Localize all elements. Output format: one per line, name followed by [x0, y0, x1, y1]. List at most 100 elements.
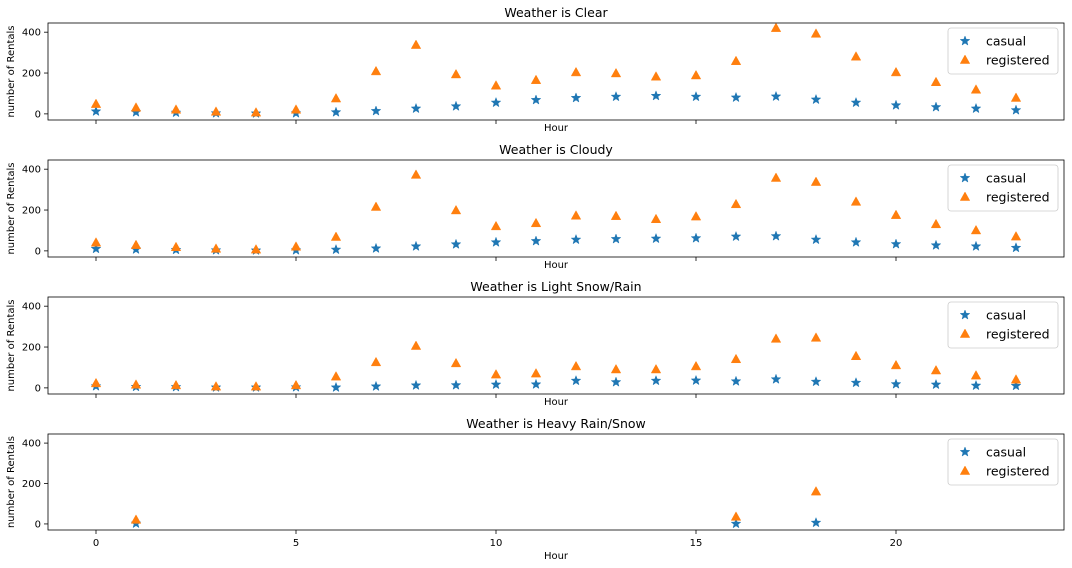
registered-point: [690, 211, 702, 221]
axes-frame: [47, 159, 1065, 258]
casual-point: [610, 376, 622, 387]
registered-point: [650, 71, 662, 81]
casual-point: [570, 92, 582, 103]
casual-point: [970, 240, 982, 252]
registered-point: [210, 106, 222, 116]
casual-point: [770, 230, 782, 241]
casual-point: [450, 238, 462, 249]
casual-point: [610, 233, 622, 244]
legend-registered-label: registered: [986, 464, 1050, 479]
registered-point: [770, 172, 782, 182]
casual-point: [810, 233, 822, 245]
registered-point: [810, 332, 822, 342]
registered-point: [490, 369, 502, 379]
axes-frame: [47, 296, 1065, 395]
casual-point: [490, 378, 502, 390]
y-tick-label: 0: [35, 519, 41, 530]
legend-registered-marker: [959, 191, 971, 201]
casual-point: [890, 238, 902, 249]
casual-point: [530, 94, 542, 105]
casual-point: [730, 91, 742, 103]
y-tick-label: 200: [22, 206, 41, 217]
casual-point: [810, 376, 822, 387]
chart-title: Weather is Light Snow/Rain: [470, 279, 641, 294]
y-axis-label: number of Rentals: [6, 436, 17, 528]
registered-point: [690, 360, 702, 371]
registered-point: [730, 198, 742, 209]
x-axis-label: Hour: [544, 551, 569, 562]
registered-point: [890, 359, 902, 370]
axes-frame: [47, 433, 1065, 531]
registered-point: [90, 377, 102, 388]
legend-casual-marker: [959, 309, 971, 320]
casual-point: [770, 90, 782, 102]
casual-point: [330, 106, 342, 117]
subplot-1: Weather is Clear 0 200 400 Hour number of Ren…: [6, 5, 1065, 134]
y-tick-label: 200: [22, 343, 41, 354]
casual-point: [890, 378, 902, 389]
registered-point: [570, 210, 582, 220]
registered-point: [130, 239, 142, 249]
legend-registered-label: registered: [986, 53, 1050, 68]
casual-point: [890, 99, 902, 110]
registered-point: [530, 217, 542, 228]
casual-point: [970, 379, 982, 391]
legend-casual-marker: [959, 446, 971, 457]
y-tick-label: 400: [22, 439, 41, 450]
registered-point: [570, 360, 582, 371]
y-tick-label: 200: [22, 69, 41, 80]
casual-point: [490, 96, 502, 108]
legend-casual-marker: [959, 172, 971, 183]
legend: casual registered: [947, 164, 1059, 212]
x-axis-label: Hour: [544, 260, 569, 271]
chart-title: Weather is Clear: [504, 5, 608, 20]
casual-point: [850, 236, 862, 247]
legend: casual registered: [947, 438, 1059, 486]
legend-casual-label: casual: [986, 445, 1026, 460]
legend-registered-marker: [959, 465, 971, 475]
casual-point: [570, 233, 582, 245]
casual-point: [770, 373, 782, 384]
y-axis-label: number of Rentals: [6, 299, 17, 391]
registered-point: [650, 363, 662, 374]
x-tick-label: 15: [690, 538, 703, 549]
registered-point: [530, 74, 542, 84]
registered-point: [930, 76, 942, 86]
registered-point: [730, 353, 742, 364]
registered-point: [410, 340, 422, 350]
registered-point: [1010, 374, 1022, 384]
y-tick-label: 200: [22, 479, 41, 490]
registered-point: [930, 218, 942, 229]
casual-point: [650, 232, 662, 244]
registered-point: [370, 356, 382, 367]
registered-point: [970, 224, 982, 235]
registered-point: [370, 201, 382, 211]
casual-point: [90, 243, 102, 254]
registered-point: [970, 370, 982, 380]
legend-box: [947, 301, 1059, 349]
legend-box: [947, 438, 1059, 486]
casual-point: [330, 381, 342, 393]
casual-point: [930, 378, 942, 390]
casual-point: [930, 101, 942, 112]
registered-point: [850, 196, 862, 206]
registered-point: [610, 363, 622, 374]
casual-point: [410, 379, 422, 391]
registered-point: [130, 514, 142, 524]
registered-point: [850, 350, 862, 360]
y-tick-label: 0: [35, 109, 41, 120]
casual-point: [690, 91, 702, 102]
registered-point: [290, 104, 302, 114]
registered-point: [1010, 92, 1022, 102]
registered-point: [130, 379, 142, 389]
registered-point: [170, 241, 182, 251]
registered-point: [690, 69, 702, 80]
casual-point: [1010, 380, 1022, 391]
registered-point: [450, 68, 462, 79]
y-tick-label: 0: [35, 246, 41, 257]
x-tick-label: 20: [890, 538, 903, 549]
registered-point: [530, 368, 542, 378]
registered-point: [290, 379, 302, 390]
legend-registered-label: registered: [986, 190, 1050, 205]
casual-point: [450, 100, 462, 111]
